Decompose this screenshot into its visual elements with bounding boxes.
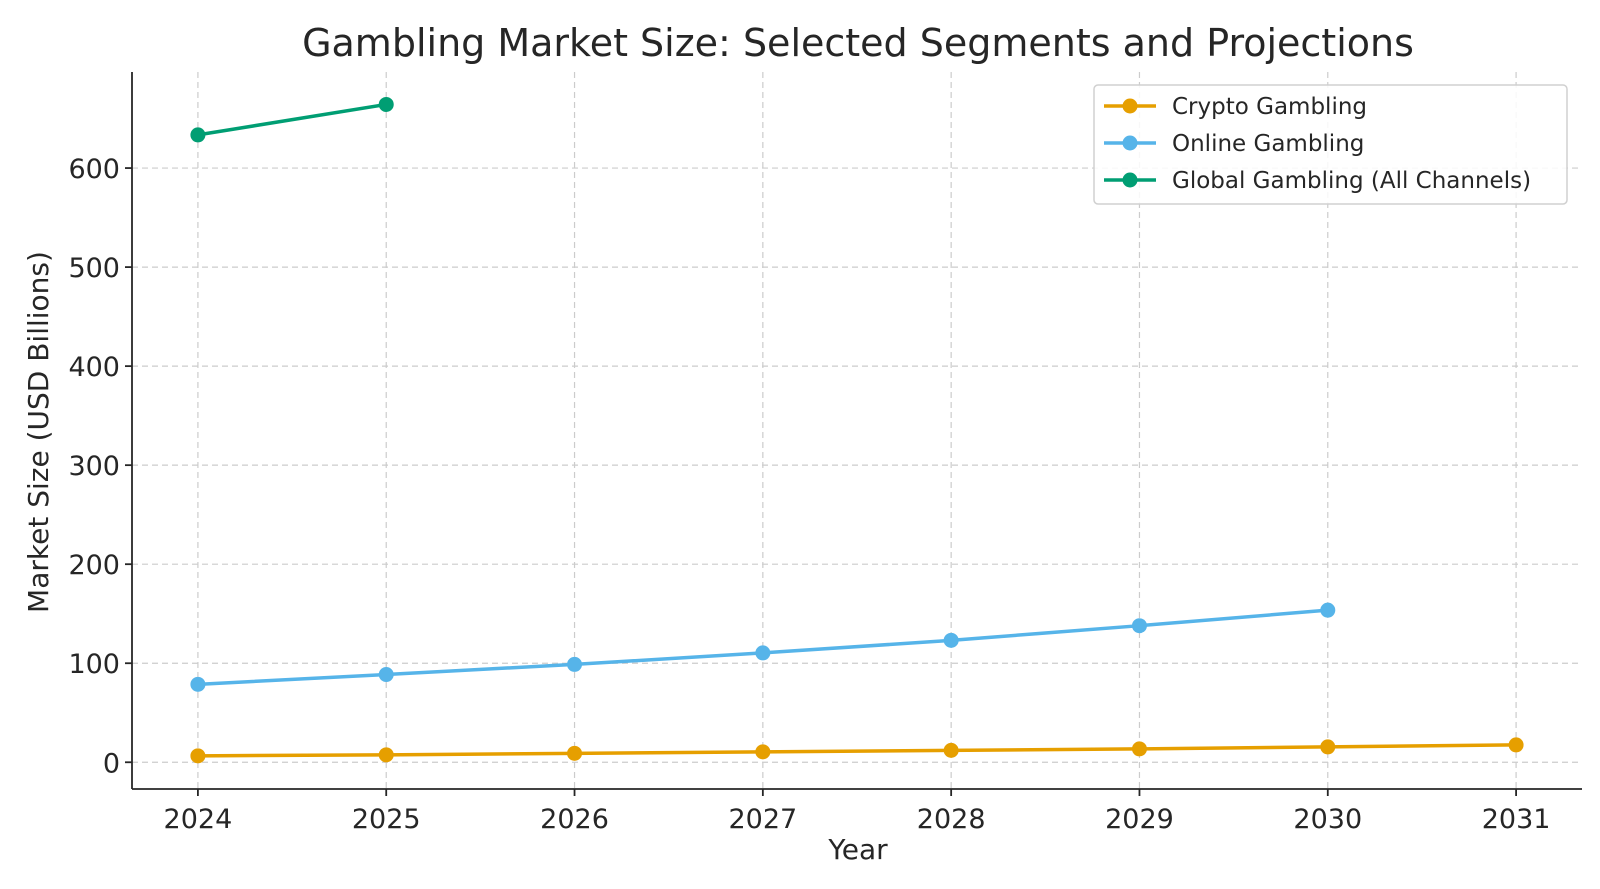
y-tick-label: 100 <box>68 649 120 680</box>
grid-layer <box>132 72 1582 789</box>
y-tick-label: 600 <box>68 154 120 185</box>
data-point <box>567 656 583 672</box>
data-point <box>378 667 394 683</box>
legend-items: Crypto Gambling Online Gambling Global Gam… <box>1104 94 1531 194</box>
series-line <box>196 743 1518 758</box>
x-tick-label: 2025 <box>352 804 421 835</box>
data-point <box>1131 618 1147 634</box>
y-tick-label: 0 <box>103 748 120 779</box>
legend-marker <box>1122 98 1138 114</box>
x-tick-label: 2029 <box>1105 804 1174 835</box>
data-point <box>943 632 959 648</box>
axes-layer <box>131 72 1582 790</box>
x-tick-label: 2028 <box>917 804 986 835</box>
series-2 <box>190 96 394 143</box>
data-point <box>378 747 394 763</box>
data-point <box>1320 739 1336 755</box>
series-layer <box>190 96 1524 764</box>
data-point <box>190 127 206 143</box>
legend-label: Global Gambling (All Channels) <box>1172 168 1531 194</box>
legend-item: Online Gambling <box>1104 131 1364 157</box>
data-point <box>1508 737 1524 753</box>
legend-marker <box>1122 172 1138 188</box>
legend-label: Online Gambling <box>1172 131 1364 157</box>
y-tick-label: 200 <box>68 550 120 581</box>
x-tick-label: 2024 <box>164 804 233 835</box>
legend-marker <box>1122 135 1138 151</box>
data-point <box>755 645 771 661</box>
data-point <box>1320 602 1336 618</box>
y-tick-label: 500 <box>68 253 120 284</box>
series-1 <box>190 602 1336 692</box>
ticks-layer: 2024 2025 2026 2027 2028 2029 2030 2031 0 100 200 3… <box>68 154 1550 835</box>
data-point <box>190 748 206 764</box>
legend-item: Global Gambling (All Channels) <box>1104 168 1531 194</box>
legend-box <box>1093 84 1568 205</box>
data-point <box>378 96 394 112</box>
legend-label: Crypto Gambling <box>1172 94 1367 120</box>
data-point <box>943 742 959 758</box>
data-point <box>190 676 206 692</box>
chart-title: Gambling Market Size: Selected Segments … <box>302 21 1414 65</box>
y-axis-label: Market Size (USD Billions) <box>22 251 55 613</box>
series-0 <box>190 737 1524 764</box>
y-tick-label: 400 <box>68 352 120 383</box>
x-axis-label: Year <box>827 833 888 866</box>
y-tick-label: 300 <box>68 451 120 482</box>
legend-item: Crypto Gambling <box>1104 94 1367 120</box>
data-point <box>567 745 583 761</box>
series-line <box>196 102 388 137</box>
data-point <box>755 744 771 760</box>
data-point <box>1131 741 1147 757</box>
x-tick-label: 2030 <box>1293 804 1362 835</box>
x-tick-label: 2031 <box>1482 804 1551 835</box>
legend: Crypto Gambling Online Gambling Global Gam… <box>1093 84 1568 205</box>
x-tick-label: 2026 <box>540 804 609 835</box>
x-tick-label: 2027 <box>728 804 797 835</box>
